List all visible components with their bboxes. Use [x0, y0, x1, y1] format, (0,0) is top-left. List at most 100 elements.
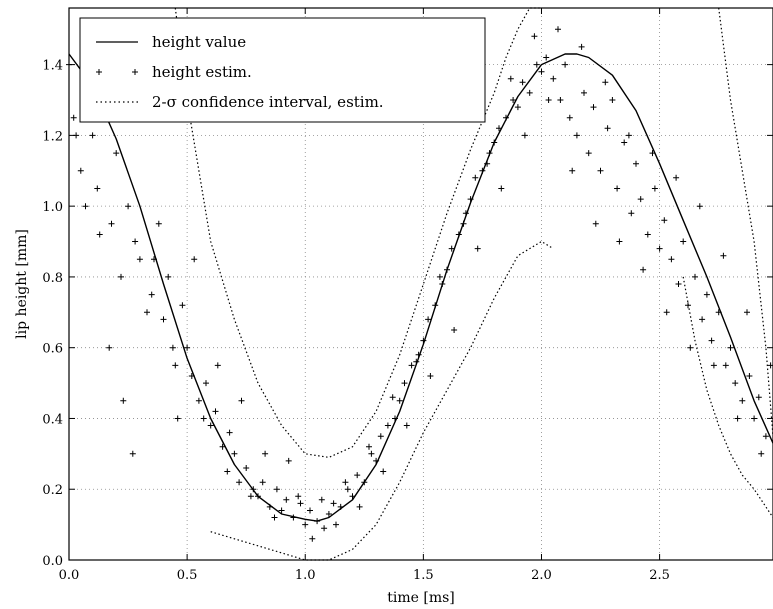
height-estim-point	[226, 429, 233, 436]
height-estim-point	[762, 433, 769, 440]
height-estim-point	[118, 273, 124, 280]
height-estim-point	[581, 89, 587, 96]
ci-curve-lower-right	[682, 276, 773, 518]
height-estim-point	[108, 220, 115, 227]
height-estim-point	[746, 373, 753, 379]
height-estim-point	[550, 75, 557, 82]
height-estim-point	[136, 256, 143, 263]
height-estim-point	[236, 479, 243, 486]
height-estim-point	[722, 362, 729, 369]
y-axis-label: lip height [mm]	[14, 229, 30, 339]
plot-frame	[68, 7, 773, 561]
height-estim-point	[295, 493, 302, 500]
height-estim-point	[498, 185, 505, 192]
height-estim-point	[625, 132, 632, 139]
y-tick-label: 1.0	[42, 200, 63, 215]
height-estim-point	[519, 79, 526, 86]
height-estim-point	[172, 362, 179, 369]
height-estim-point	[174, 415, 181, 422]
height-estim-point	[184, 344, 191, 351]
height-estim-point	[685, 302, 691, 309]
height-estim-point	[302, 521, 309, 528]
height-estim-point	[144, 309, 150, 316]
height-estim-point	[727, 344, 734, 351]
height-estim-point	[396, 397, 403, 404]
height-estim-point	[285, 457, 292, 464]
y-tick-label: 0.2	[42, 483, 63, 498]
height-estim-point	[644, 231, 651, 238]
height-estim-point	[271, 514, 278, 521]
height-estim-point	[640, 266, 647, 273]
height-estim-point	[751, 415, 758, 422]
height-estim-point	[744, 309, 750, 316]
height-estim-point	[592, 220, 599, 227]
height-estim-point	[169, 344, 176, 351]
y-tick-label: 0.8	[42, 271, 63, 286]
height-estim-point	[585, 150, 592, 157]
legend: height value height estim. 2-σ confidenc…	[79, 17, 486, 123]
height-estim-point	[566, 114, 573, 121]
height-estim-point	[602, 79, 609, 86]
height-estim-point	[474, 245, 481, 252]
height-estim-point	[309, 535, 316, 542]
height-estim-point	[687, 344, 694, 351]
height-estim-point	[758, 450, 765, 457]
height-estim-point	[273, 486, 280, 493]
height-estim-point	[562, 61, 569, 68]
height-estim-point	[661, 217, 668, 224]
height-estim-point	[96, 231, 103, 238]
height-estim-point	[573, 132, 580, 139]
height-estim-point	[195, 397, 202, 404]
height-estim-point	[155, 220, 162, 227]
height-estim-point	[590, 104, 597, 111]
height-estim-point	[614, 185, 621, 192]
x-axis-label: time [ms]	[387, 590, 455, 606]
height-estim-point	[538, 68, 545, 75]
height-estim-point	[132, 238, 139, 245]
height-estim-point	[425, 316, 432, 323]
legend-confidence-interval: 2-σ confidence interval, estim.	[152, 93, 384, 111]
height-estim-point	[514, 104, 521, 111]
height-estim-point	[531, 33, 538, 40]
height-estim-point	[200, 415, 207, 422]
y-tick-label: 1.2	[42, 129, 63, 144]
height-estim-point	[259, 479, 266, 486]
height-estim-point	[344, 486, 351, 493]
height-estim-point	[165, 273, 172, 280]
height-estim-point	[325, 511, 332, 517]
height-estim-point	[597, 167, 604, 174]
height-estim-point	[708, 337, 715, 344]
x-tick-label: 2.0	[531, 568, 552, 583]
height-estim-point	[120, 397, 127, 404]
legend-height-estim: height estim.	[152, 63, 252, 81]
height-estim-point	[755, 394, 762, 401]
y-tick-label: 0.0	[42, 554, 63, 569]
height-estim-point	[384, 422, 391, 429]
height-estim-point	[297, 500, 304, 507]
height-estim-point	[389, 394, 396, 401]
height-estim-point	[656, 245, 663, 252]
height-estim-point	[278, 507, 285, 514]
x-tick-label: 0.5	[177, 568, 198, 583]
height-estim-point	[214, 362, 221, 369]
x-tick-label: 1.0	[295, 568, 316, 583]
legend-plus-swatch	[96, 69, 138, 75]
height-estim-point	[354, 472, 361, 479]
height-estim-point	[609, 97, 616, 103]
legend-box	[79, 17, 486, 123]
height-estim-point	[526, 89, 533, 96]
height-estim-point	[569, 167, 576, 174]
height-estim-point	[356, 503, 363, 510]
height-estim-point	[231, 450, 238, 457]
confidence-interval-series	[174, 7, 773, 561]
height-estim-point	[628, 210, 635, 217]
height-estim-point	[663, 309, 670, 316]
height-estim-point	[767, 362, 773, 369]
height-estim-point	[342, 479, 349, 486]
height-estim-point	[557, 97, 564, 103]
height-estim-point	[224, 468, 231, 475]
height-estim-point	[403, 422, 410, 429]
height-estim-point	[621, 139, 628, 146]
height-value-series	[68, 53, 773, 522]
